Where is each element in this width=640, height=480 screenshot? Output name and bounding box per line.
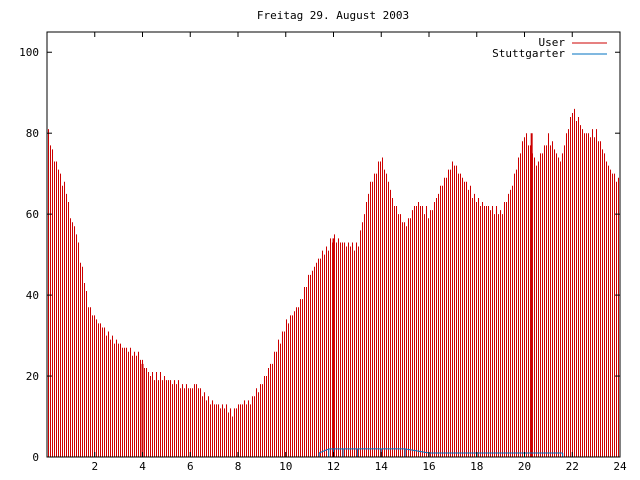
x-axis: 2 4 6 8 10 12 14 16 18 20 22 24 [91, 32, 627, 473]
y-tick-label: 0 [32, 451, 39, 464]
legend: User Stuttgarter [492, 36, 607, 60]
y-tick-label: 100 [19, 46, 39, 59]
y-tick-label: 80 [26, 127, 39, 140]
x-tick-label: 18 [470, 460, 483, 473]
legend-label-user: User [539, 36, 566, 49]
y-tick-label: 20 [26, 370, 39, 383]
x-tick-label: 10 [279, 460, 292, 473]
y-axis: 0 20 40 60 80 100 [19, 46, 620, 464]
stuttgarter-line [318, 448, 329, 454]
x-tick-label: 16 [422, 460, 435, 473]
user-series [48, 108, 619, 457]
x-tick-label: 6 [187, 460, 194, 473]
legend-label-stuttgarter: Stuttgarter [492, 47, 565, 60]
x-tick-label: 24 [613, 460, 627, 473]
x-tick-label: 22 [566, 460, 579, 473]
y-tick-label: 40 [26, 289, 39, 302]
x-tick-label: 12 [327, 460, 340, 473]
x-tick-label: 14 [375, 460, 389, 473]
y-tick-label: 60 [26, 208, 39, 221]
x-tick-label: 4 [139, 460, 146, 473]
x-tick-label: 8 [235, 460, 242, 473]
stuttgarter-line [405, 448, 430, 454]
chart-title: Freitag 29. August 2003 [257, 9, 409, 22]
x-tick-label: 2 [91, 460, 98, 473]
x-tick-label: 20 [518, 460, 531, 473]
